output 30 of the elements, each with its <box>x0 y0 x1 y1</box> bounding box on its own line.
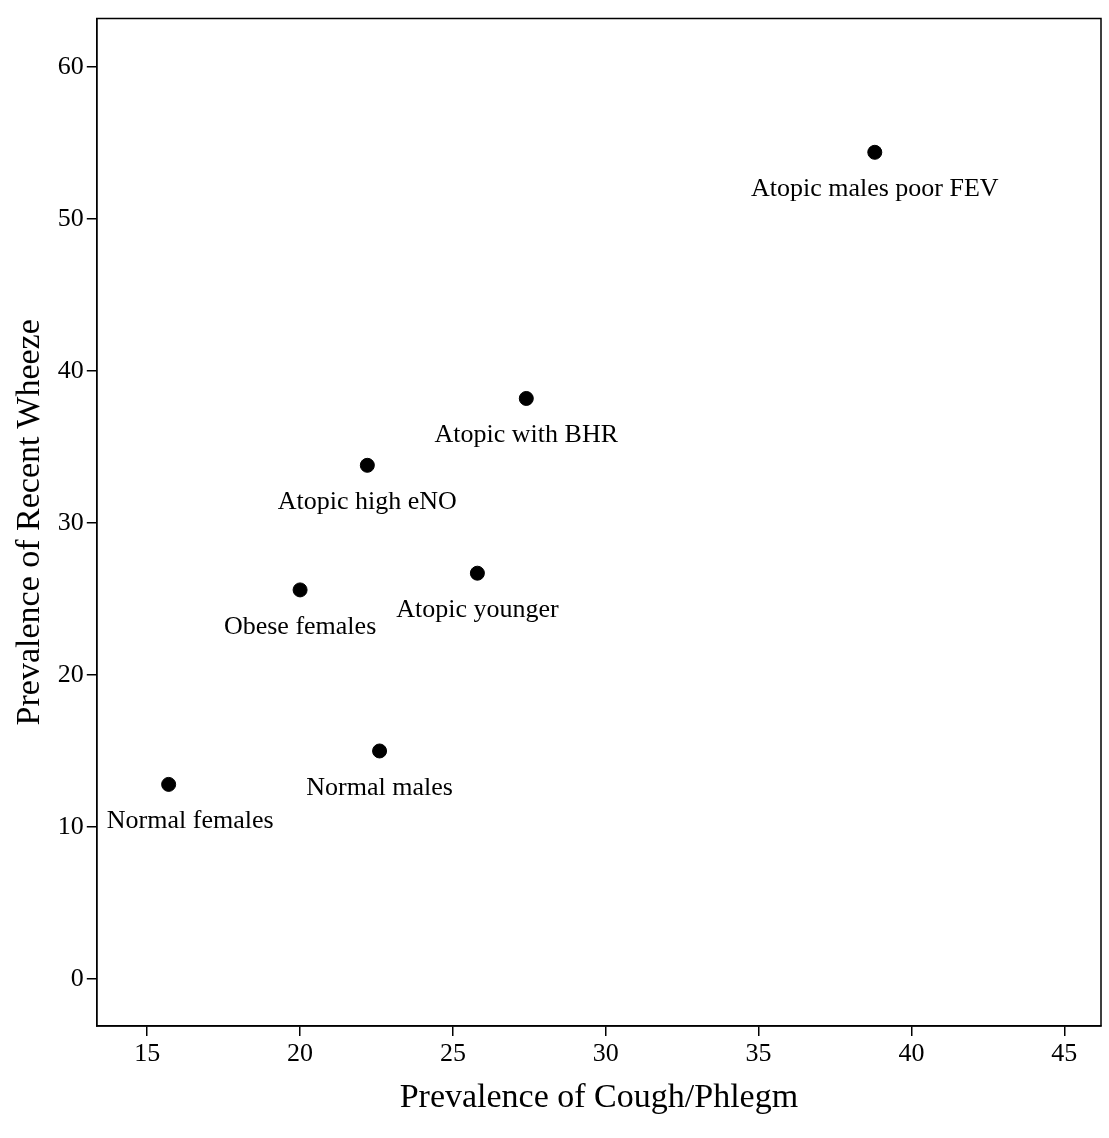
x-tick-label: 30 <box>592 1038 619 1068</box>
y-tick-label: 60 <box>57 51 84 81</box>
y-tick-label: 20 <box>57 658 84 688</box>
point <box>867 144 883 160</box>
point <box>359 457 375 473</box>
y-tick-label: 0 <box>70 962 84 992</box>
annotation: Atopic with BHR <box>434 419 619 449</box>
y-tick-label: 10 <box>57 810 84 840</box>
x-tick-label: 40 <box>898 1038 925 1068</box>
x-tick-label: 20 <box>287 1038 314 1068</box>
point <box>372 743 388 759</box>
annotation: Atopic high eNO <box>277 486 457 516</box>
annotation: Normal females <box>106 805 274 835</box>
y-tick-label: 30 <box>57 506 84 536</box>
x-tick-label: 35 <box>745 1038 772 1068</box>
x-tick-label: 25 <box>439 1038 466 1068</box>
y-tick-label: 40 <box>57 354 84 384</box>
point <box>518 390 534 406</box>
point <box>161 776 177 792</box>
x-tick-label: 15 <box>134 1038 161 1068</box>
annotation: Normal males <box>306 771 453 801</box>
x-tick-label: 45 <box>1051 1038 1078 1068</box>
point <box>469 565 485 581</box>
annotation: Atopic males poor FEV <box>750 173 999 203</box>
annotation: Obese females <box>223 610 377 640</box>
y-tick-label: 50 <box>57 203 84 232</box>
annotation: Atopic younger <box>396 594 559 624</box>
point <box>292 582 308 598</box>
x-axis-title: Prevalence of Cough/Phlegm <box>399 1076 799 1114</box>
y-axis-title: Prevalence of Recent Wheeze <box>9 319 47 726</box>
